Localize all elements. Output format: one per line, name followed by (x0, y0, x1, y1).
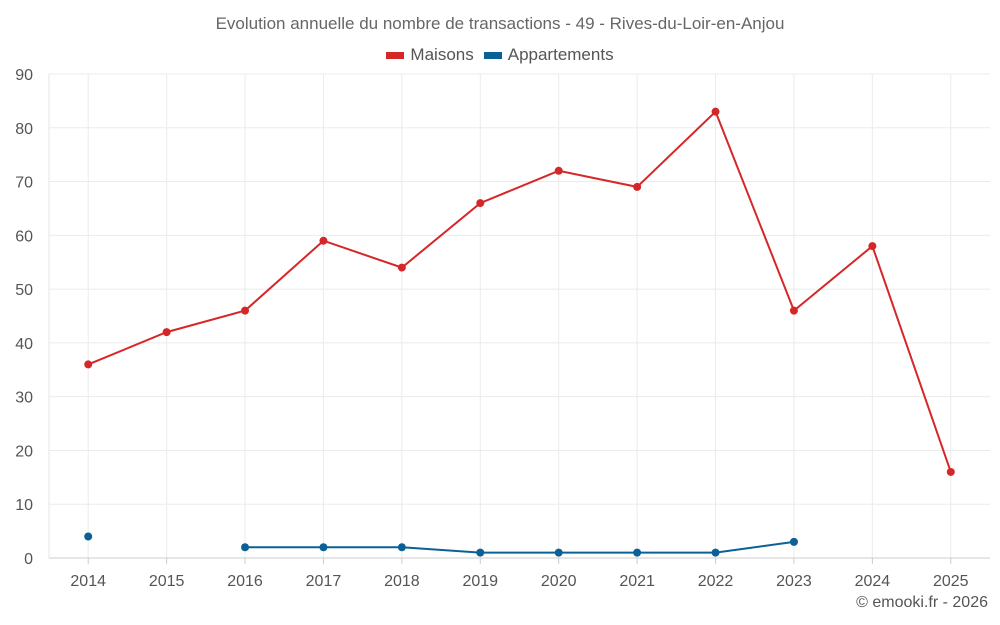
y-tick-label-50: 50 (15, 282, 33, 299)
point-maisons-2021 (633, 182, 642, 191)
x-tick-label-2016: 2016 (227, 573, 263, 590)
legend-swatch-appartements (483, 51, 502, 59)
x-tick-label-2022: 2022 (698, 573, 734, 590)
y-tick-label-20: 20 (15, 443, 33, 460)
chart-legend: Maisons Appartements (0, 45, 1000, 65)
legend-swatch-maisons (386, 51, 405, 59)
point-appartements-2019 (476, 548, 485, 557)
grid-lines (49, 73, 990, 558)
point-appartements-2018 (397, 543, 406, 552)
y-tick-label-60: 60 (15, 228, 33, 245)
axes (48, 74, 990, 564)
point-maisons-2025 (946, 467, 955, 476)
legend-item-maisons[interactable]: Maisons (386, 45, 474, 65)
y-tick-label-30: 30 (15, 390, 33, 407)
point-maisons-2015 (162, 328, 171, 337)
chart-title: Evolution annuelle du nombre de transact… (215, 14, 785, 33)
point-appartements-2014 (84, 532, 93, 541)
legend-label-maisons: Maisons (410, 45, 474, 64)
x-tick-label-2020: 2020 (541, 573, 577, 590)
point-maisons-2016 (241, 306, 250, 315)
point-appartements-2020 (554, 548, 563, 557)
point-maisons-2024 (868, 242, 877, 251)
x-tick-label-2019: 2019 (462, 573, 498, 590)
legend-label-appartements: Appartements (507, 45, 614, 64)
series-line-maisons-0 (87, 109, 952, 473)
y-tick-label-90: 90 (15, 67, 33, 84)
point-maisons-2020 (554, 166, 563, 175)
y-tick-label-70: 70 (15, 175, 33, 192)
point-maisons-2014 (84, 360, 93, 369)
x-tick-label-2024: 2024 (855, 573, 891, 590)
point-appartements-2022 (711, 548, 720, 557)
legend-item-appartements[interactable]: Appartements (483, 45, 614, 65)
x-tick-label-2023: 2023 (776, 573, 812, 590)
x-tick-label-2018: 2018 (384, 573, 420, 590)
series-line-appartements-1 (245, 540, 795, 554)
credit-text: © emooki.fr - 2026 (856, 594, 988, 611)
series-group (84, 107, 955, 557)
point-maisons-2023 (789, 306, 798, 315)
x-tick-label-2014: 2014 (70, 573, 106, 590)
point-maisons-2017 (319, 236, 328, 245)
y-tick-label-10: 10 (15, 497, 33, 514)
y-tick-label-40: 40 (15, 336, 33, 353)
x-tick-label-2025: 2025 (933, 573, 969, 590)
y-tick-label-80: 80 (15, 121, 33, 138)
point-appartements-2016 (241, 543, 250, 552)
point-maisons-2018 (397, 263, 406, 272)
point-appartements-2021 (633, 548, 642, 557)
point-maisons-2019 (476, 199, 485, 208)
point-maisons-2022 (711, 107, 720, 116)
point-appartements-2017 (319, 543, 328, 552)
x-tick-label-2015: 2015 (149, 573, 185, 590)
point-appartements-2023 (789, 537, 798, 546)
x-tick-label-2017: 2017 (306, 573, 342, 590)
x-tick-label-2021: 2021 (619, 573, 655, 590)
tick-labels: 0 10 20 30 40 50 60 70 80 90 2014 2015 2016 2017 2018 2… (15, 67, 968, 590)
y-tick-label-0: 0 (24, 551, 33, 568)
